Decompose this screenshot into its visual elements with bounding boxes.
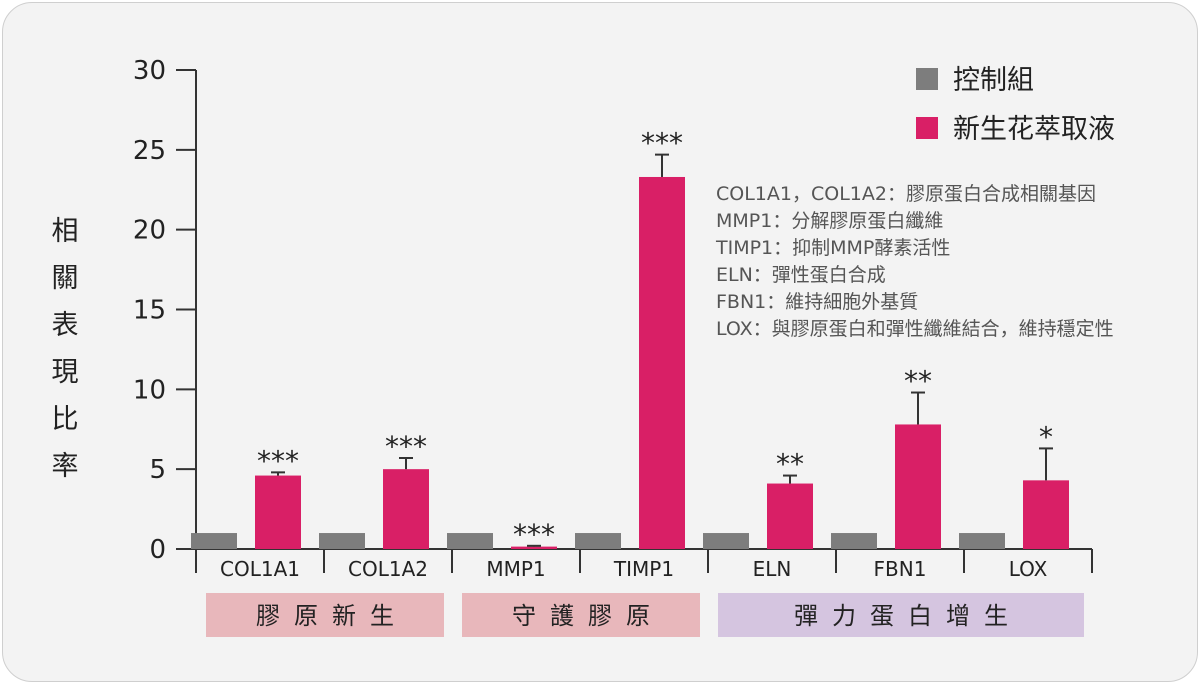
control-bar [959, 533, 1005, 549]
significance-marker: ** [776, 448, 804, 481]
control-bar [319, 533, 365, 549]
control-bar [703, 533, 749, 549]
extract-bar [1023, 480, 1069, 549]
legend-label: 新生花萃取液 [953, 114, 1115, 145]
control-bar [191, 533, 237, 549]
annotation-line: TIMP1：抑制MMP酵素活性 [715, 237, 950, 259]
x-tick-label: TIMP1 [613, 557, 674, 581]
x-tick-label: COL1A2 [348, 557, 428, 581]
y-tick-label: 0 [149, 535, 166, 565]
annotation-line: ELN：彈性蛋白合成 [716, 264, 886, 286]
y-axis-label-char: 表 [52, 310, 79, 341]
control-bar [447, 533, 493, 549]
significance-marker: *** [513, 518, 555, 551]
y-axis-label-char: 比 [52, 404, 79, 435]
extract-bar [383, 469, 429, 549]
y-tick-label: 20 [133, 216, 166, 246]
extract-bar [255, 475, 301, 549]
group-band [206, 593, 444, 637]
y-axis-label-char: 相 [52, 216, 79, 247]
significance-marker: *** [385, 430, 427, 463]
y-axis-label-char: 關 [52, 263, 79, 294]
extract-bar [767, 483, 813, 549]
significance-marker: ** [904, 365, 932, 398]
y-tick-label: 15 [133, 296, 166, 326]
group-label: 膠原新生 [256, 602, 408, 630]
x-tick-label: COL1A1 [220, 557, 300, 581]
x-tick-label: MMP1 [486, 557, 545, 581]
group-label: 彈力蛋白增生 [794, 602, 1022, 630]
legend-swatch-extract [916, 117, 938, 139]
annotation-line: LOX：與膠原蛋白和彈性纖維結合，維持穩定性 [716, 318, 1114, 340]
y-tick-label: 10 [133, 375, 166, 405]
y-tick-label: 25 [133, 136, 166, 166]
legend-label: 控制組 [953, 65, 1034, 96]
y-tick-label: 5 [149, 455, 166, 485]
significance-marker: *** [257, 444, 299, 477]
legend-swatch-control [916, 68, 938, 90]
control-bar [831, 533, 877, 549]
annotation-line: MMP1：分解膠原蛋白纖維 [716, 210, 943, 232]
annotation-line: COL1A1，COL1A2：膠原蛋白合成相關基因 [716, 183, 1096, 205]
y-axis-label-char: 現 [52, 357, 79, 388]
extract-bar [895, 424, 941, 549]
annotation-line: FBN1：維持細胞外基質 [716, 291, 918, 313]
x-tick-label: ELN [753, 557, 792, 581]
x-tick-label: FBN1 [874, 557, 927, 581]
extract-bar [511, 546, 557, 549]
x-tick-label: LOX [1009, 557, 1048, 581]
group-band [718, 593, 1084, 637]
group-band [462, 593, 700, 637]
y-tick-label: 30 [133, 56, 166, 86]
control-bar [575, 533, 621, 549]
significance-marker: * [1039, 420, 1053, 453]
y-axis-label-char: 率 [52, 451, 79, 482]
significance-marker: *** [641, 127, 683, 160]
group-label: 守護膠原 [512, 602, 664, 630]
extract-bar [639, 176, 685, 549]
